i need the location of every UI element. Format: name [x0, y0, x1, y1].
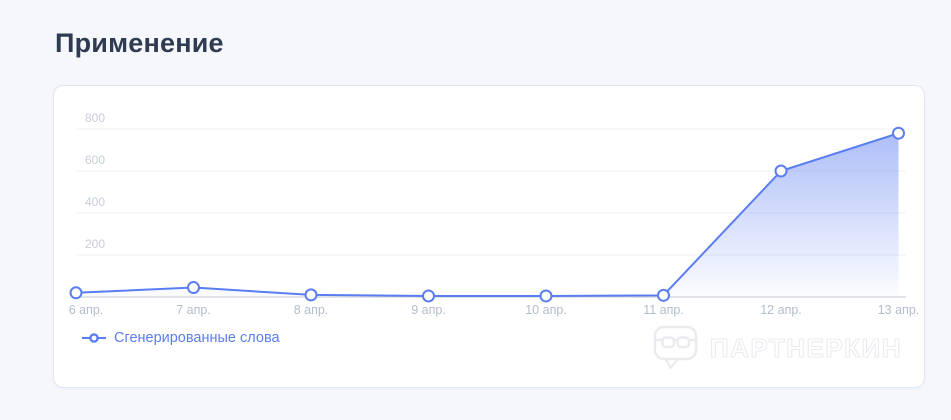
- x-tick-label: 6 апр.: [69, 303, 104, 317]
- usage-chart-card: 200 400 600 800 6 апр. 7 апр. 8 апр. 9 апр. 10 а…: [53, 85, 925, 388]
- data-point[interactable]: [422, 289, 435, 303]
- data-point[interactable]: [774, 164, 788, 178]
- speech-bubble-glasses-icon: [653, 325, 698, 370]
- data-point[interactable]: [187, 281, 200, 295]
- legend-label: Сгенерированные слова: [114, 330, 280, 346]
- area-fill: [76, 133, 899, 297]
- usage-area-chart[interactable]: 200 400 600 800 6 апр. 7 апр. 8 апр. 9 апр. 10 а…: [54, 86, 926, 326]
- page-title: Применение: [55, 28, 224, 58]
- x-tick-label: 12 апр.: [760, 303, 802, 317]
- legend-item-generated-words[interactable]: Сгенерированные слова: [82, 330, 280, 346]
- watermark: ПАРТНЕРКИН: [652, 325, 902, 371]
- data-point[interactable]: [539, 289, 553, 303]
- x-tick-label: 7 апр.: [176, 303, 211, 317]
- data-point[interactable]: [69, 286, 83, 300]
- legend-line-marker-icon: [82, 333, 106, 343]
- x-tick-label: 9 апр.: [411, 303, 446, 317]
- y-tick-label: 200: [85, 237, 105, 251]
- chart-canvas[interactable]: 200 400 600 800 6 апр. 7 апр. 8 апр. 9 апр. 10 а…: [54, 86, 926, 326]
- y-tick-label: 400: [85, 195, 105, 209]
- x-tick-label: 11 апр.: [643, 303, 684, 317]
- x-tick-label: 10 апр.: [525, 303, 567, 317]
- x-tick-label: 8 апр.: [294, 303, 329, 317]
- series-line: [75, 132, 899, 297]
- data-point[interactable]: [304, 288, 318, 302]
- data-point[interactable]: [892, 126, 905, 140]
- y-tick-label: 800: [85, 111, 105, 125]
- x-tick-label: 13 апр.: [878, 303, 920, 317]
- data-point[interactable]: [657, 288, 670, 302]
- y-tick-label: 600: [85, 153, 105, 167]
- watermark-text: ПАРТНЕРКИН: [709, 332, 902, 363]
